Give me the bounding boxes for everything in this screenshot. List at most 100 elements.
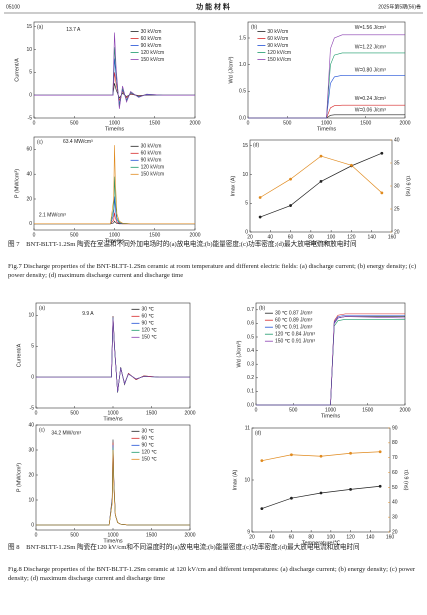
y-tick-label: 0 bbox=[29, 92, 32, 98]
legend-label: 90 ℃ bbox=[141, 443, 154, 449]
x-tick-label: 500 bbox=[70, 232, 79, 238]
y-tick-label: 5 bbox=[31, 344, 34, 350]
annotation: W=0.80 J/cm³ bbox=[355, 67, 386, 73]
data-point bbox=[378, 450, 382, 454]
x-tick-label: 60 bbox=[288, 234, 294, 240]
legend-label: 60 kV/cm bbox=[267, 36, 288, 42]
y-tick-label: -5 bbox=[30, 405, 35, 411]
x-tick-label: 500 bbox=[70, 410, 79, 416]
data-point bbox=[319, 154, 323, 158]
y-tick-label: 0.6 bbox=[247, 321, 254, 327]
y2-tick-label: 70 bbox=[392, 455, 398, 461]
y-tick-label: 20 bbox=[26, 196, 32, 202]
legend-label: 30 ℃ bbox=[141, 307, 154, 313]
data-point bbox=[380, 151, 384, 155]
data-point bbox=[290, 496, 293, 500]
legend-label: 120 kV/cm bbox=[141, 165, 165, 171]
x-tick-label: 2000 bbox=[399, 120, 410, 126]
x-tick-label: 0 bbox=[255, 407, 258, 413]
y-axis-label: P (MW/cm³) bbox=[14, 169, 20, 198]
data-point bbox=[260, 459, 264, 463]
y-tick-label: 0.0 bbox=[239, 115, 246, 121]
data-point bbox=[350, 163, 353, 167]
series-line bbox=[34, 47, 195, 107]
panel-label: (d) bbox=[255, 430, 261, 436]
y-tick-label: 10 bbox=[28, 497, 34, 503]
caption-en: Fig.7 Discharge properties of the BNT-BL… bbox=[8, 263, 417, 279]
page-number: 05100 bbox=[6, 4, 20, 10]
legend-label: 60 ℃ bbox=[141, 314, 154, 320]
x-tick-label: 500 bbox=[283, 120, 292, 126]
y-tick-label: 1.0 bbox=[239, 62, 246, 68]
y2-axis-label: τ0.9 (ns) bbox=[403, 470, 409, 491]
x-tick-label: 1500 bbox=[149, 232, 160, 238]
x-tick-label: 0 bbox=[33, 120, 36, 126]
annotation: W=0.06 J/cm³ bbox=[355, 108, 386, 114]
x-tick-label: 140 bbox=[368, 234, 377, 240]
caption-cn: 图 8 BNT-BLTT-1.2Sm 陶瓷在120 kV/cm和不同温度时的(a… bbox=[8, 544, 360, 551]
data-point bbox=[349, 451, 352, 455]
y2-tick-label: 30 bbox=[392, 514, 398, 520]
x-tick-label: 20 bbox=[247, 234, 253, 240]
series-line bbox=[260, 152, 382, 218]
y-axis-label: Wd (J/cm³) bbox=[236, 340, 242, 367]
y-tick-label: 10 bbox=[244, 477, 250, 483]
legend-label: 150 kV/cm bbox=[267, 57, 291, 63]
x-tick-label: 1500 bbox=[146, 532, 157, 538]
x-tick-label: 1000 bbox=[109, 120, 120, 126]
x-tick-label: 500 bbox=[70, 120, 79, 126]
y-tick-label: 10 bbox=[26, 47, 32, 53]
x-tick-label: 140 bbox=[366, 534, 375, 540]
y-tick-label: 15 bbox=[242, 143, 248, 149]
legend-label: 30 kV/cm bbox=[141, 29, 162, 35]
plot-frame bbox=[249, 139, 393, 233]
data-point bbox=[258, 215, 262, 219]
legend-label: 60 kV/cm bbox=[141, 151, 162, 157]
x-tick-label: 0 bbox=[33, 232, 36, 238]
y-tick-label: 0.3 bbox=[247, 362, 254, 368]
series-line bbox=[34, 83, 195, 99]
data-point bbox=[260, 507, 264, 510]
x-axis-label: Time/ns bbox=[103, 538, 123, 544]
y-tick-label: 0.5 bbox=[239, 89, 246, 95]
x-tick-label: 40 bbox=[268, 234, 274, 240]
data-point bbox=[319, 491, 323, 495]
x-tick-label: 1000 bbox=[107, 410, 118, 416]
y-axis-label: P (MW/cm³) bbox=[16, 463, 22, 492]
y-tick-label: 5 bbox=[245, 201, 248, 207]
y-tick-label: 9 bbox=[247, 529, 250, 535]
series-line bbox=[36, 318, 190, 392]
y-tick-label: 40 bbox=[26, 172, 32, 178]
annotation: 9.9 A bbox=[82, 311, 94, 317]
y-axis-label: Imax (A) bbox=[230, 175, 236, 196]
x-tick-label: 1000 bbox=[109, 232, 120, 238]
data-point bbox=[258, 196, 262, 199]
series-line bbox=[34, 196, 195, 225]
y-tick-label: 60 bbox=[26, 147, 32, 153]
y-axis-label: Imax (A) bbox=[232, 469, 238, 490]
annotation: W=0.24 J/cm³ bbox=[355, 96, 386, 102]
y-tick-label: 0.2 bbox=[247, 375, 254, 381]
x-tick-label: 120 bbox=[346, 534, 355, 540]
x-tick-label: 0 bbox=[247, 120, 250, 126]
y-axis-label: Wd (J/cm³) bbox=[228, 56, 234, 83]
y2-tick-label: 30 bbox=[394, 183, 400, 189]
series-line bbox=[34, 145, 195, 225]
annotation: 34.2 MW/cm³ bbox=[51, 431, 81, 437]
x-tick-label: 500 bbox=[289, 407, 298, 413]
legend-label: 150 kV/cm bbox=[141, 57, 165, 63]
y2-tick-label: 25 bbox=[394, 206, 400, 212]
legend-label: 120 ℃ 0.84 J/cm³ bbox=[275, 332, 315, 338]
y-tick-label: 1.5 bbox=[239, 35, 246, 41]
x-tick-label: 2000 bbox=[399, 407, 410, 413]
legend-label: 30 kV/cm bbox=[141, 144, 162, 150]
annotation: W=1.56 J/cm³ bbox=[355, 25, 386, 31]
x-axis-label: E/kV·cm⁻¹ bbox=[308, 240, 334, 246]
data-point bbox=[289, 204, 292, 207]
panel-label: (c) bbox=[39, 427, 45, 433]
legend-label: 120 kV/cm bbox=[141, 50, 165, 56]
y2-tick-label: 35 bbox=[394, 160, 400, 166]
x-tick-label: 2000 bbox=[189, 232, 200, 238]
y2-tick-label: 60 bbox=[392, 470, 398, 476]
